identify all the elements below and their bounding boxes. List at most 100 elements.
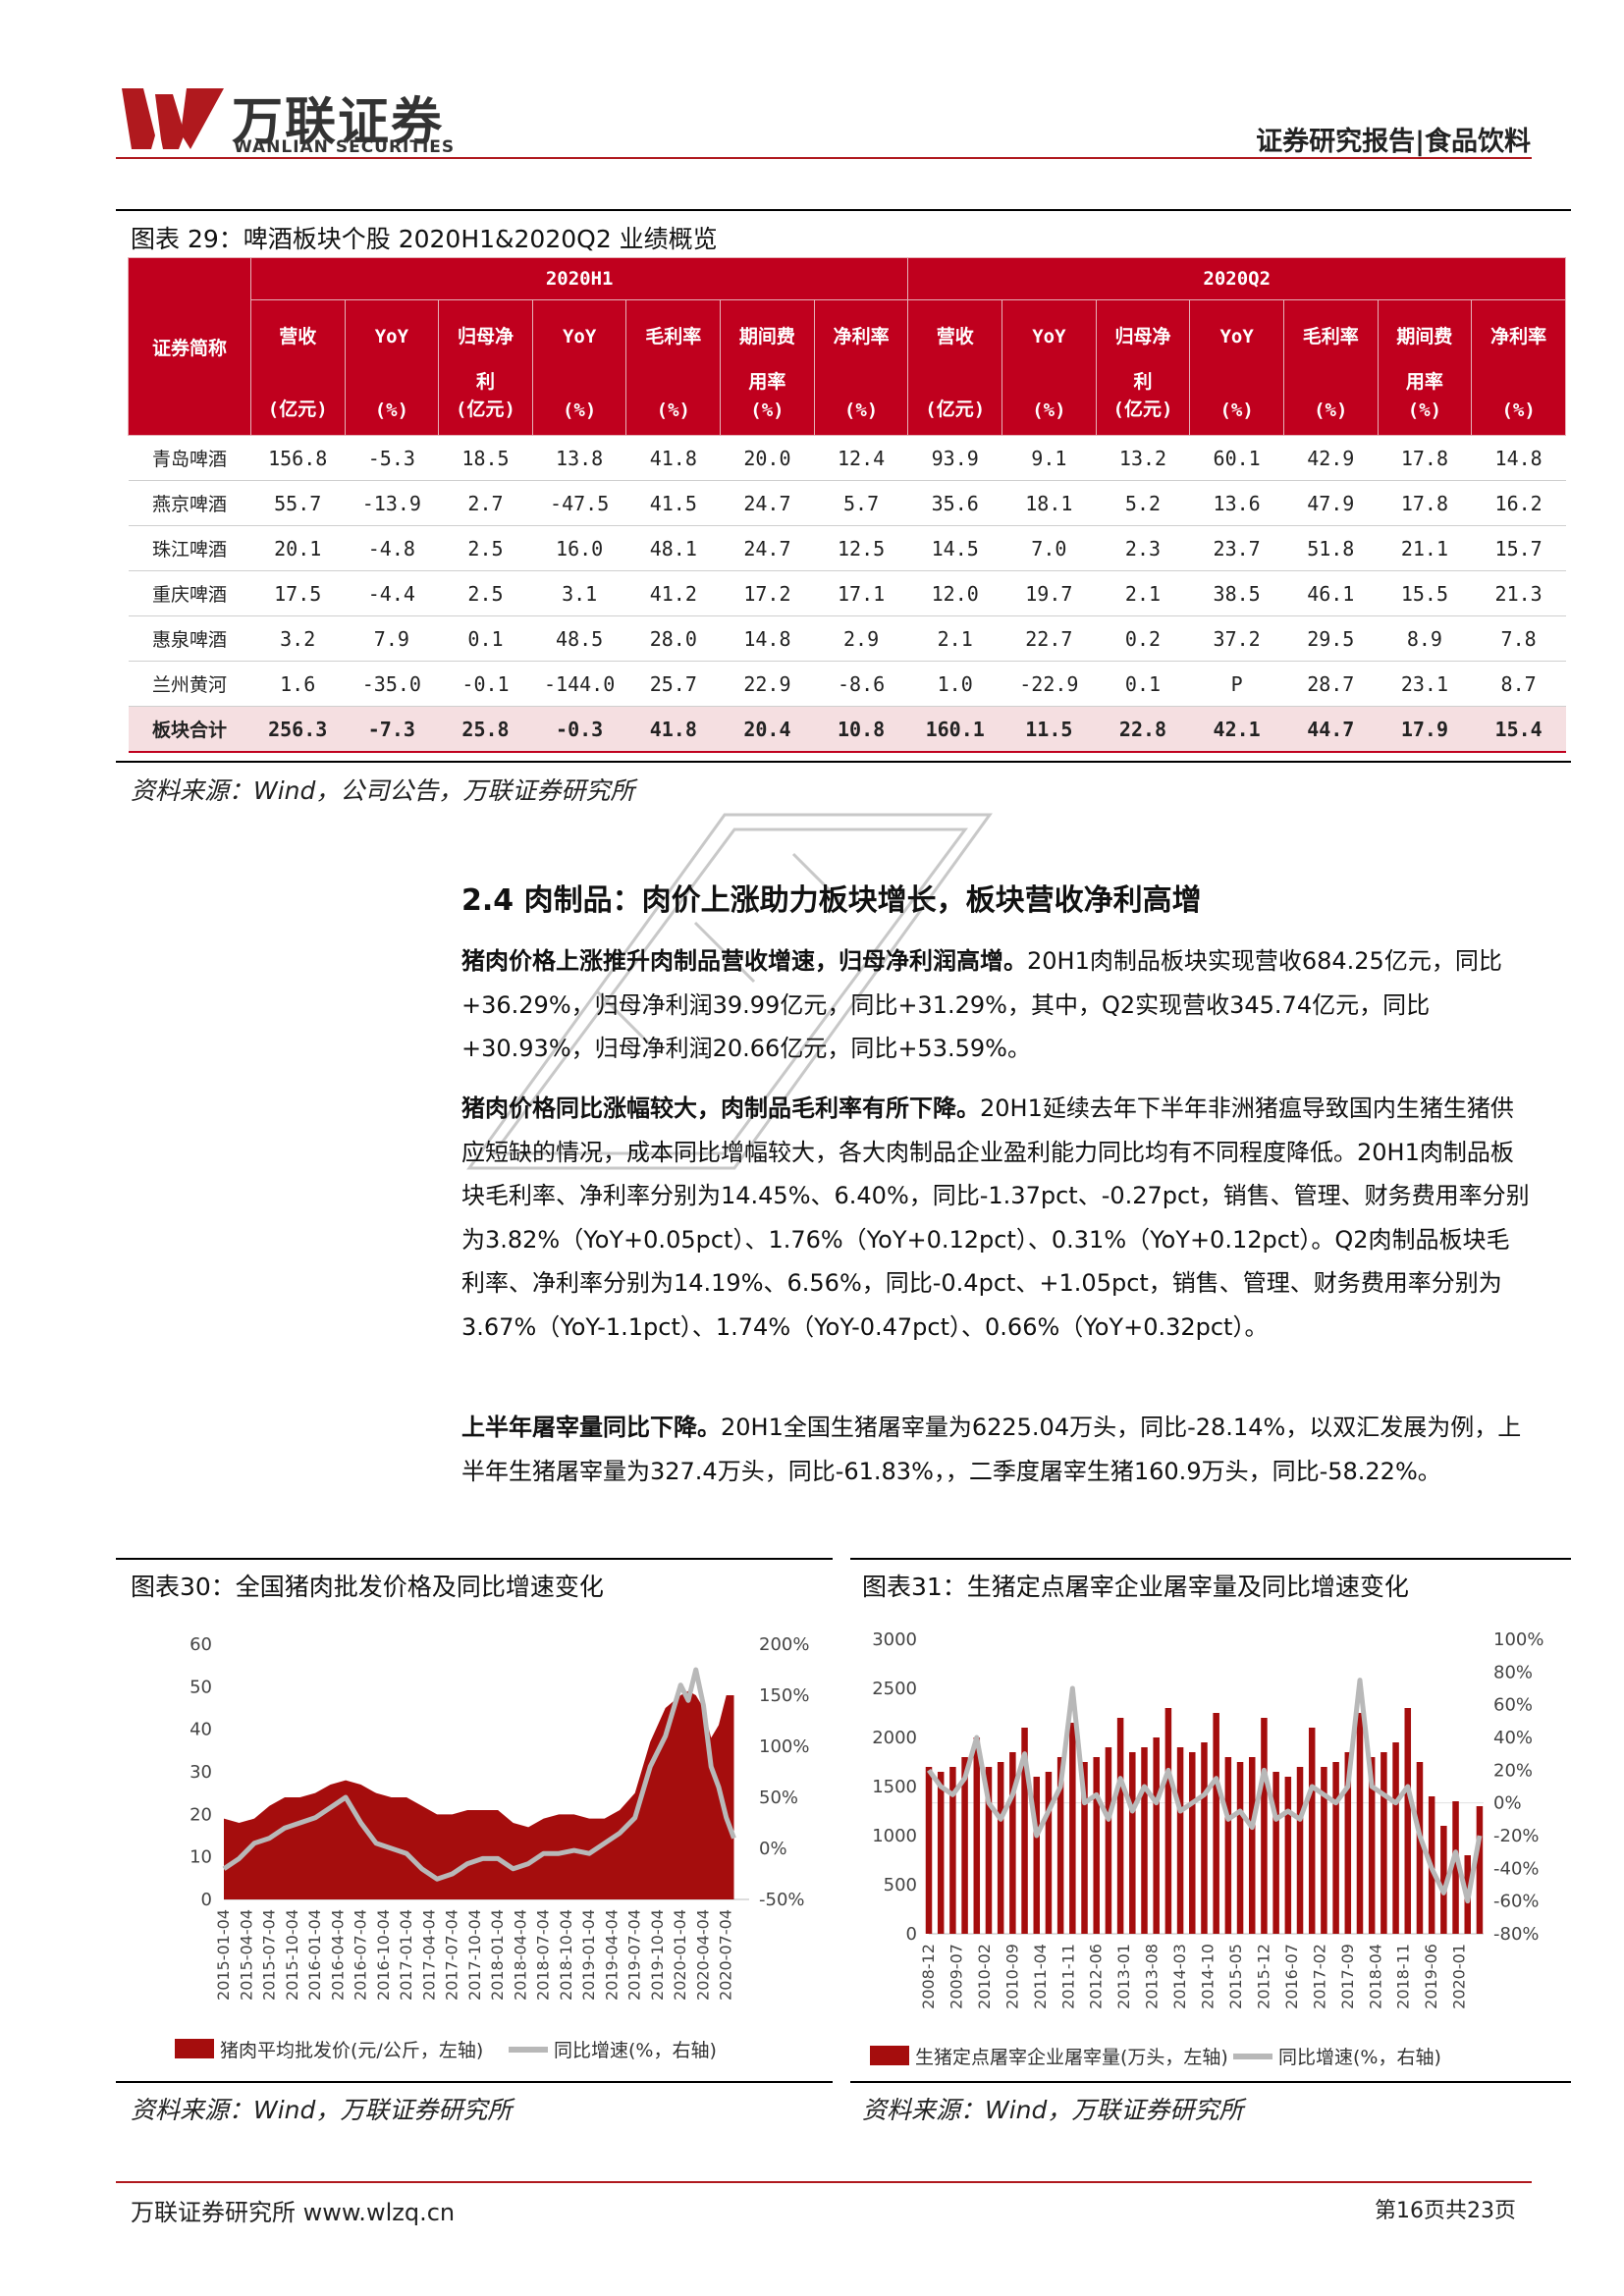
y-left-tick-label: 1000 (872, 1826, 917, 1846)
value-cell: 41.5 (625, 480, 721, 526)
metric-name: YoY (1032, 326, 1066, 347)
volume-bar (1380, 1752, 1387, 1934)
x-tick-label: 2009-07 (947, 1944, 965, 2009)
volume-bar (1021, 1728, 1028, 1934)
value-cell: 9.1 (1001, 435, 1097, 481)
legend-label: 同比增速(%，右轴) (1278, 2047, 1441, 2068)
table-row: 惠泉啤酒 3.2 7.9 0.1 48.5 28.0 14.8 2.9 2.1 22.7 0.2 37… (128, 615, 1566, 662)
value-cell: 17.9 (1378, 706, 1472, 753)
paragraph: 猪肉价格同比涨幅较大，肉制品毛利率有所下降。20H1延续去年下半年非洲猪瘟导致国… (461, 1087, 1532, 1349)
y-left-tick-label: 3000 (872, 1629, 917, 1650)
metric-header: YoY (%) (344, 299, 440, 436)
x-tick-label: 2020-01-04 (671, 1909, 689, 2001)
value-cell: 48.1 (625, 525, 721, 571)
x-tick-label: 2013-01 (1114, 1944, 1133, 2009)
value-cell: 29.5 (1283, 615, 1379, 662)
y-right-tick-label: -80% (1493, 1924, 1540, 1945)
metric-unit: (亿元) (1112, 399, 1173, 420)
volume-bar (937, 1772, 945, 1934)
y-left-tick-label: 30 (189, 1762, 212, 1783)
table-row: 兰州黄河 1.6 -35.0 -0.1 -144.0 25.7 22.9 -8.6 1.0 -22… (128, 661, 1566, 707)
x-tick-label: 2018-07-04 (534, 1909, 553, 2001)
value-cell: 18.5 (438, 435, 533, 481)
x-tick-label: 2015-01-04 (214, 1909, 233, 2001)
value-cell: 25.7 (625, 661, 721, 707)
figure-top-rule (116, 1558, 833, 1560)
value-cell: 24.7 (720, 480, 815, 526)
x-tick-label: 2017-02 (1310, 1944, 1328, 2009)
value-cell: -47.5 (532, 480, 626, 526)
x-tick-label: 2019-10-04 (648, 1909, 667, 2001)
figure-top-rule (850, 1558, 1571, 1560)
figure-source: 资料来源：Wind，万联证券研究所 (862, 2096, 1244, 2124)
volume-bar (1452, 1801, 1459, 1934)
table-caption-rule (116, 209, 1571, 211)
y-right-tick-label: -50% (759, 1890, 805, 1910)
figure-title: 图表31：生猪定点屠宰企业屠宰量及同比增速变化 (862, 1573, 1409, 1601)
x-tick-label: 2016-01-04 (305, 1909, 324, 2001)
x-tick-label: 2015-05 (1226, 1944, 1245, 2009)
metric-header: 净利率 (%) (1471, 299, 1566, 436)
value-cell: 22.8 (1096, 706, 1190, 753)
x-tick-label: 2017-01-04 (397, 1909, 415, 2001)
yoy-line-series (926, 1678, 1483, 1904)
metric-unit: (%) (843, 400, 879, 421)
value-cell: 93.9 (907, 435, 1002, 481)
metric-header: YoY (%) (1189, 299, 1284, 436)
value-cell: 2.5 (438, 570, 533, 616)
header-divider (116, 157, 1532, 159)
volume-bar (1344, 1752, 1352, 1934)
x-tick-label: 2019-07-04 (625, 1909, 644, 2001)
group-header: 2020Q2 (907, 257, 1566, 300)
y-right-tick-label: -40% (1493, 1858, 1540, 1879)
value-cell: 20.1 (250, 525, 346, 571)
value-cell: -13.9 (345, 480, 439, 526)
metric-unit: (%) (374, 400, 409, 421)
value-cell: -8.6 (814, 661, 908, 707)
volume-bar (925, 1767, 933, 1934)
value-cell: -0.3 (532, 706, 626, 753)
footer-divider (116, 2181, 1532, 2183)
figure-bottom-rule (850, 2081, 1571, 2083)
volume-bar (1224, 1757, 1232, 1934)
x-tick-label: 2018-04 (1366, 1944, 1384, 2009)
value-cell: 12.0 (907, 570, 1002, 616)
value-cell: 5.2 (1096, 480, 1190, 526)
group-header: 2020H1 (249, 257, 909, 300)
volume-bar (997, 1762, 1004, 1934)
value-cell: 21.3 (1471, 570, 1566, 616)
volume-bar (1272, 1772, 1279, 1934)
value-cell: 13.2 (1096, 435, 1190, 481)
x-tick-label: 2020-01 (1450, 1944, 1469, 2009)
value-cell: 1.6 (250, 661, 346, 707)
metric-unit: (%) (1314, 400, 1348, 421)
value-cell: 41.2 (625, 570, 721, 616)
value-cell: 25.8 (438, 706, 533, 753)
value-cell: 15.7 (1471, 525, 1566, 571)
value-cell: 19.7 (1001, 570, 1097, 616)
metric-unit: (亿元) (267, 399, 328, 420)
metric-name: YoY (562, 326, 597, 347)
value-cell: -5.3 (345, 435, 439, 481)
value-cell: 48.5 (532, 615, 626, 662)
value-cell: 0.1 (438, 615, 533, 662)
volume-bar (985, 1767, 993, 1934)
y-left-tick-label: 500 (884, 1875, 917, 1896)
value-cell: P (1189, 661, 1284, 707)
metric-name: YoY (1219, 326, 1254, 347)
volume-bar (1141, 1747, 1148, 1934)
pork-price-chart: 0 10 20 30 40 50 60 -50% 0% 50% 100% 150% 200% 2015-0… (175, 1634, 809, 2061)
x-tick-label: 2018-01-04 (488, 1909, 507, 2001)
value-cell: 15.5 (1378, 570, 1472, 616)
volume-bar (1201, 1742, 1208, 1934)
value-cell: 28.0 (625, 615, 721, 662)
value-cell: 17.2 (720, 570, 815, 616)
x-tick-label: 2014-10 (1199, 1944, 1218, 2009)
metric-header: YoY (%) (531, 299, 627, 436)
volume-bar (1440, 1826, 1447, 1934)
metric-unit: (%) (1407, 400, 1442, 421)
metric-header: 净利率 (%) (813, 299, 909, 436)
volume-bar (1164, 1708, 1172, 1934)
y-right-tick-label: 60% (1493, 1695, 1533, 1716)
table-row: 燕京啤酒 55.7 -13.9 2.7 -47.5 41.5 24.7 5.7 35.6 18.1… (128, 480, 1566, 526)
